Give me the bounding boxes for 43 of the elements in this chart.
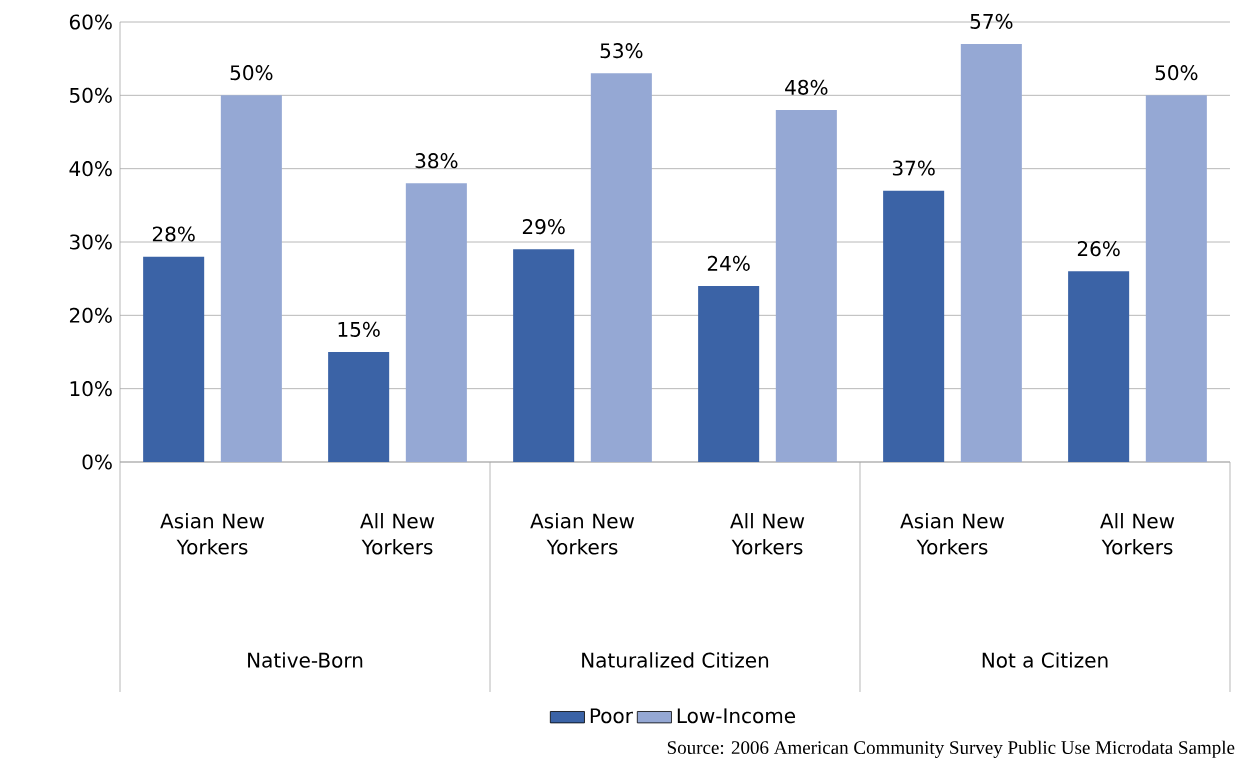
data-label: 48% — [785, 79, 828, 95]
bar — [220, 95, 282, 462]
y-tick-label: 0% — [82, 454, 112, 470]
bar — [328, 352, 390, 462]
bar — [960, 44, 1022, 462]
y-tick-label: 30% — [70, 234, 112, 250]
y-tick-label: 20% — [69, 307, 112, 323]
bar — [590, 73, 652, 462]
x-tick-label: Asian New Yorkers — [530, 513, 635, 555]
data-label: 37% — [892, 160, 935, 176]
y-tick-label: 60% — [69, 14, 112, 30]
x-tick-label: All New Yorkers — [730, 513, 805, 555]
bar — [775, 110, 837, 462]
data-label: 50% — [230, 65, 273, 81]
text: Not a Citizen — [982, 652, 1108, 668]
bar — [513, 249, 575, 462]
source-note: Source: 2006 American Community Survey Public Use Microdata Sample — [667, 740, 1235, 758]
data-label: 15% — [338, 321, 380, 337]
y-tick-label: 40% — [69, 161, 112, 177]
x-tick-label: Asian New Yorkers — [900, 513, 1005, 555]
text: Naturalized Citizen — [582, 652, 769, 668]
bar — [883, 190, 945, 462]
data-label: 26% — [1077, 241, 1120, 257]
bar — [143, 256, 205, 462]
x-tick-label: All New Yorkers — [1100, 513, 1175, 555]
bar — [405, 183, 467, 462]
data-label: 57% — [970, 13, 1013, 29]
legend-label: Poor — [590, 708, 633, 724]
x-tick-label: All New Yorkers — [360, 513, 435, 555]
y-tick-label: 10% — [70, 381, 112, 397]
data-label: 50% — [1155, 65, 1198, 81]
data-label: 24% — [707, 255, 750, 271]
data-label: 38% — [415, 153, 458, 169]
bar — [698, 286, 760, 462]
text: Native-Born — [248, 652, 363, 668]
data-label: 29% — [522, 219, 565, 235]
data-label: 28% — [152, 226, 195, 242]
data-label: 53% — [600, 43, 643, 59]
x-tick-label: Asian New Yorkers — [160, 513, 265, 555]
bar — [1145, 95, 1207, 462]
bar — [1068, 271, 1130, 462]
y-tick-label: 50% — [70, 87, 112, 103]
legend-label: Low-Income — [677, 708, 796, 724]
